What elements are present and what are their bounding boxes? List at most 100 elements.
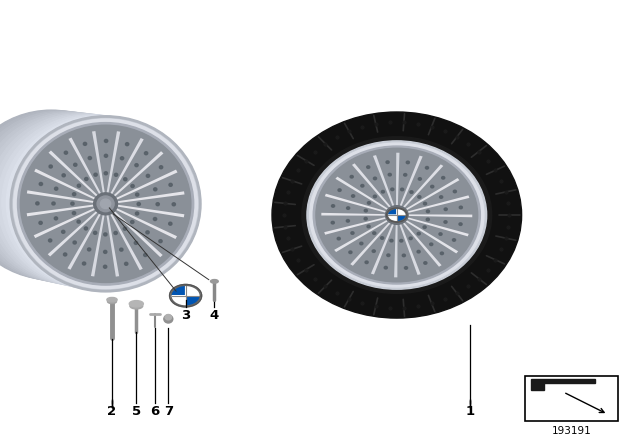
Ellipse shape	[93, 231, 97, 234]
Ellipse shape	[21, 130, 168, 274]
Polygon shape	[394, 222, 397, 277]
Ellipse shape	[120, 157, 124, 160]
Ellipse shape	[137, 202, 140, 206]
Ellipse shape	[424, 202, 427, 205]
Circle shape	[387, 208, 407, 222]
Polygon shape	[398, 221, 420, 275]
Ellipse shape	[410, 191, 413, 194]
Polygon shape	[106, 211, 119, 276]
Ellipse shape	[0, 111, 152, 282]
Ellipse shape	[409, 237, 412, 240]
Text: 6: 6	[150, 405, 159, 418]
Polygon shape	[68, 138, 102, 197]
Ellipse shape	[71, 202, 74, 205]
Ellipse shape	[172, 203, 175, 206]
Polygon shape	[114, 191, 184, 203]
Ellipse shape	[346, 207, 349, 209]
Ellipse shape	[169, 183, 172, 186]
Ellipse shape	[11, 116, 200, 291]
Ellipse shape	[439, 233, 442, 235]
Ellipse shape	[331, 221, 334, 224]
Ellipse shape	[143, 254, 147, 257]
Ellipse shape	[401, 188, 404, 191]
Ellipse shape	[385, 206, 408, 224]
Ellipse shape	[386, 161, 389, 164]
Ellipse shape	[61, 230, 65, 233]
Ellipse shape	[134, 241, 138, 245]
Ellipse shape	[364, 217, 367, 220]
Ellipse shape	[104, 265, 107, 268]
Ellipse shape	[0, 112, 157, 283]
Ellipse shape	[104, 154, 108, 157]
Ellipse shape	[156, 202, 159, 206]
Ellipse shape	[338, 189, 341, 191]
Ellipse shape	[147, 174, 150, 177]
Ellipse shape	[39, 221, 42, 224]
Ellipse shape	[54, 187, 58, 190]
Ellipse shape	[367, 166, 370, 168]
Wedge shape	[186, 296, 200, 306]
Ellipse shape	[349, 251, 352, 254]
Ellipse shape	[403, 254, 405, 257]
Polygon shape	[49, 151, 100, 199]
Ellipse shape	[406, 161, 410, 164]
Ellipse shape	[131, 185, 134, 188]
Ellipse shape	[452, 239, 456, 241]
Polygon shape	[106, 131, 120, 196]
Ellipse shape	[17, 123, 194, 285]
Ellipse shape	[72, 211, 76, 215]
Ellipse shape	[316, 148, 477, 282]
Polygon shape	[48, 209, 100, 257]
Ellipse shape	[310, 143, 484, 287]
Ellipse shape	[74, 163, 77, 166]
Polygon shape	[404, 195, 469, 214]
Ellipse shape	[73, 241, 76, 244]
Ellipse shape	[373, 195, 376, 198]
Bar	[525, 376, 618, 421]
Ellipse shape	[0, 115, 184, 288]
Ellipse shape	[97, 196, 114, 212]
Circle shape	[171, 285, 200, 306]
Polygon shape	[373, 155, 396, 209]
Wedge shape	[172, 296, 186, 306]
Ellipse shape	[52, 202, 55, 205]
Ellipse shape	[125, 262, 128, 265]
Ellipse shape	[145, 152, 148, 155]
Text: 4: 4	[210, 309, 219, 322]
Ellipse shape	[388, 208, 405, 222]
Polygon shape	[92, 131, 105, 196]
Polygon shape	[109, 211, 143, 270]
Ellipse shape	[104, 233, 107, 236]
Ellipse shape	[120, 248, 123, 251]
Ellipse shape	[135, 164, 138, 167]
Ellipse shape	[361, 185, 364, 187]
Ellipse shape	[129, 301, 143, 307]
Ellipse shape	[419, 178, 421, 180]
Ellipse shape	[11, 116, 200, 291]
Polygon shape	[27, 204, 97, 216]
Wedge shape	[397, 209, 406, 215]
Ellipse shape	[440, 196, 443, 198]
Ellipse shape	[77, 184, 81, 187]
Ellipse shape	[381, 237, 384, 239]
Text: 1: 1	[466, 405, 475, 418]
Polygon shape	[91, 211, 105, 276]
Ellipse shape	[64, 151, 68, 154]
Ellipse shape	[130, 303, 143, 309]
Ellipse shape	[381, 190, 385, 193]
Ellipse shape	[154, 188, 157, 191]
Ellipse shape	[131, 220, 134, 224]
Ellipse shape	[426, 218, 429, 221]
Ellipse shape	[2, 115, 189, 289]
Ellipse shape	[83, 262, 86, 265]
Ellipse shape	[125, 142, 129, 146]
Text: 5: 5	[132, 405, 141, 418]
Polygon shape	[399, 155, 422, 209]
Polygon shape	[401, 164, 444, 210]
Polygon shape	[405, 215, 472, 217]
Wedge shape	[172, 286, 186, 296]
Polygon shape	[396, 153, 399, 208]
Ellipse shape	[442, 177, 445, 179]
Ellipse shape	[136, 212, 139, 215]
Ellipse shape	[417, 233, 420, 235]
